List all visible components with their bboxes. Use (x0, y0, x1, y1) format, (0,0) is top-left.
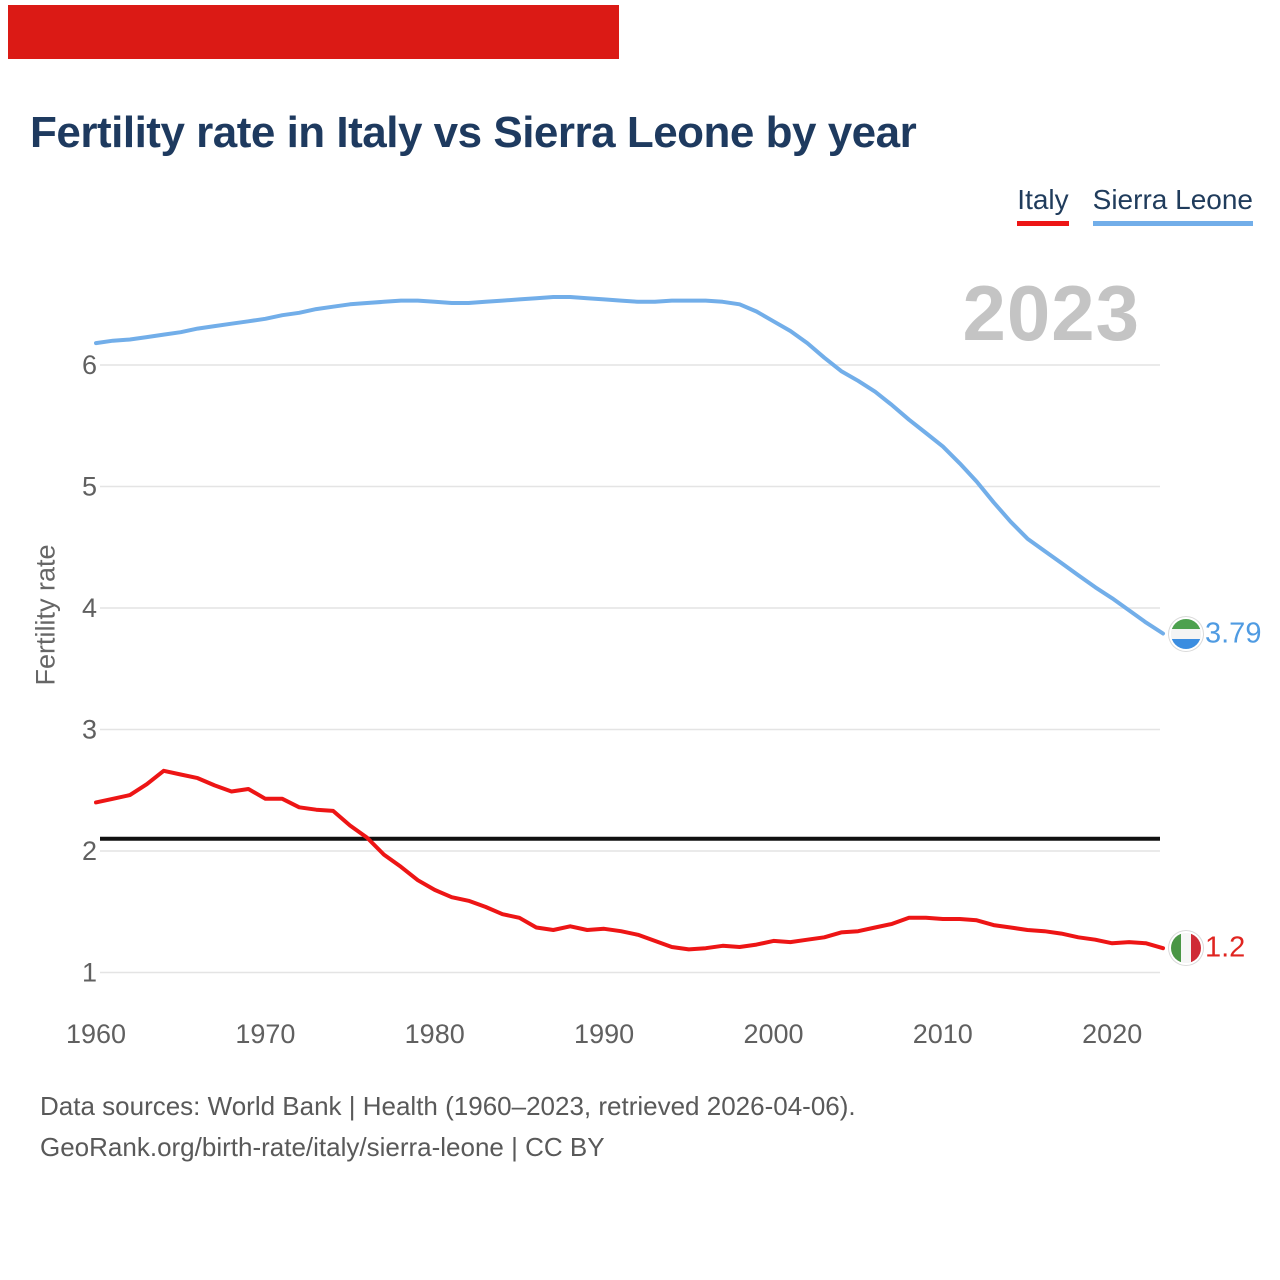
legend-label-sierra-leone: Sierra Leone (1092, 184, 1253, 215)
legend: Italy Sierra Leone (1017, 184, 1253, 226)
svg-text:2010: 2010 (913, 1019, 973, 1049)
year-watermark: 2023 (962, 269, 1140, 357)
top-red-banner (8, 5, 619, 59)
legend-label-italy: Italy (1017, 184, 1069, 215)
chart-title: Fertility rate in Italy vs Sierra Leone … (30, 108, 917, 157)
legend-underline-italy (1017, 221, 1069, 226)
footer-link-line: GeoRank.org/birth-rate/italy/sierra-leon… (40, 1132, 605, 1162)
svg-text:2020: 2020 (1082, 1019, 1142, 1049)
footer: Data sources: World Bank | Health (1960–… (40, 1086, 856, 1168)
svg-text:4: 4 (82, 593, 97, 623)
sierra-leone-flag-icon (1171, 619, 1201, 649)
svg-text:1990: 1990 (574, 1019, 634, 1049)
legend-item-sierra-leone[interactable]: Sierra Leone (1092, 184, 1253, 226)
italy-end-value: 1.2 (1205, 931, 1246, 964)
footer-sources-line: Data sources: World Bank | Health (1960–… (40, 1091, 856, 1121)
svg-text:1960: 1960 (66, 1019, 126, 1049)
svg-text:2: 2 (82, 836, 97, 866)
svg-text:1980: 1980 (405, 1019, 465, 1049)
svg-text:1970: 1970 (235, 1019, 295, 1049)
legend-underline-sierra-leone (1092, 221, 1253, 226)
legend-item-italy[interactable]: Italy (1017, 184, 1069, 226)
svg-text:3: 3 (82, 715, 97, 745)
svg-text:5: 5 (82, 472, 97, 502)
svg-text:1: 1 (82, 958, 97, 988)
svg-text:6: 6 (82, 350, 97, 380)
svg-text:2000: 2000 (743, 1019, 803, 1049)
italy-flag-icon (1171, 933, 1201, 963)
sierra-leone-end-value: 3.79 (1205, 617, 1262, 650)
